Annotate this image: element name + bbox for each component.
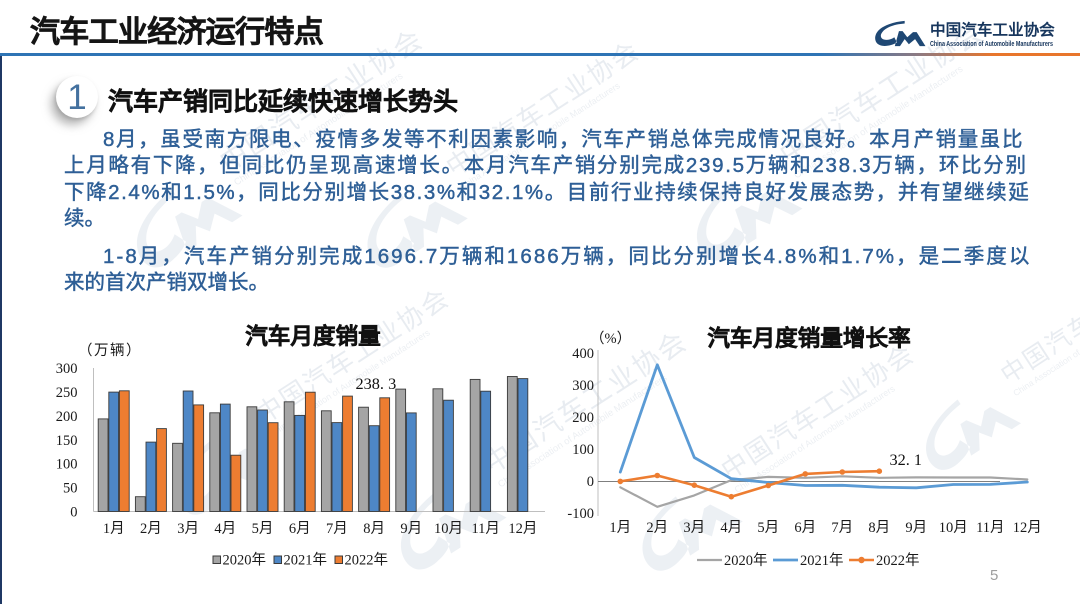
- svg-text:10月: 10月: [434, 521, 463, 537]
- svg-text:2020年: 2020年: [724, 552, 768, 569]
- svg-text:238. 3: 238. 3: [356, 374, 397, 393]
- svg-text:-100: -100: [567, 506, 594, 522]
- svg-text:100: 100: [56, 457, 78, 473]
- svg-text:5月: 5月: [757, 520, 779, 536]
- svg-text:5月: 5月: [252, 521, 274, 537]
- svg-text:3月: 3月: [683, 520, 705, 536]
- svg-text:12月: 12月: [1013, 520, 1042, 536]
- svg-text:12月: 12月: [508, 521, 537, 537]
- svg-text:2月: 2月: [646, 520, 668, 536]
- svg-text:1月: 1月: [609, 520, 631, 536]
- svg-text:2020年: 2020年: [223, 552, 267, 569]
- svg-text:10月: 10月: [939, 520, 968, 536]
- svg-text:2022年: 2022年: [345, 552, 389, 569]
- svg-text:8月: 8月: [363, 521, 385, 537]
- svg-text:6月: 6月: [794, 520, 816, 536]
- svg-text:1月: 1月: [103, 521, 125, 537]
- svg-text:50: 50: [63, 480, 78, 496]
- svg-text:4月: 4月: [720, 520, 742, 536]
- svg-text:300: 300: [572, 378, 594, 394]
- svg-text:400: 400: [572, 346, 594, 362]
- svg-text:（万辆）: （万辆）: [78, 342, 142, 359]
- svg-text:200: 200: [56, 409, 78, 425]
- svg-text:6月: 6月: [289, 521, 311, 537]
- svg-text:汽车月度销量: 汽车月度销量: [245, 323, 381, 349]
- svg-text:100: 100: [572, 442, 594, 458]
- svg-text:300: 300: [56, 361, 78, 377]
- svg-text:4月: 4月: [214, 521, 236, 537]
- svg-text:200: 200: [572, 410, 594, 426]
- svg-text:7月: 7月: [326, 521, 348, 537]
- svg-text:8月: 8月: [868, 520, 890, 536]
- svg-text:2月: 2月: [140, 521, 162, 537]
- svg-text:2021年: 2021年: [284, 552, 328, 569]
- svg-text:250: 250: [56, 385, 78, 401]
- svg-text:150: 150: [56, 433, 78, 449]
- svg-text:（%）: （%）: [590, 330, 631, 347]
- svg-text:32. 1: 32. 1: [890, 450, 923, 469]
- svg-text:2022年: 2022年: [876, 552, 920, 569]
- svg-text:7月: 7月: [831, 520, 853, 536]
- svg-text:0: 0: [587, 474, 594, 490]
- svg-text:9月: 9月: [400, 521, 422, 537]
- svg-text:11月: 11月: [976, 520, 1004, 536]
- svg-text:11月: 11月: [471, 521, 499, 537]
- svg-text:2021年: 2021年: [800, 552, 844, 569]
- svg-text:汽车月度销量增长率: 汽车月度销量增长率: [707, 325, 910, 351]
- svg-text:3月: 3月: [177, 521, 199, 537]
- svg-text:9月: 9月: [905, 520, 927, 536]
- svg-text:0: 0: [70, 504, 77, 520]
